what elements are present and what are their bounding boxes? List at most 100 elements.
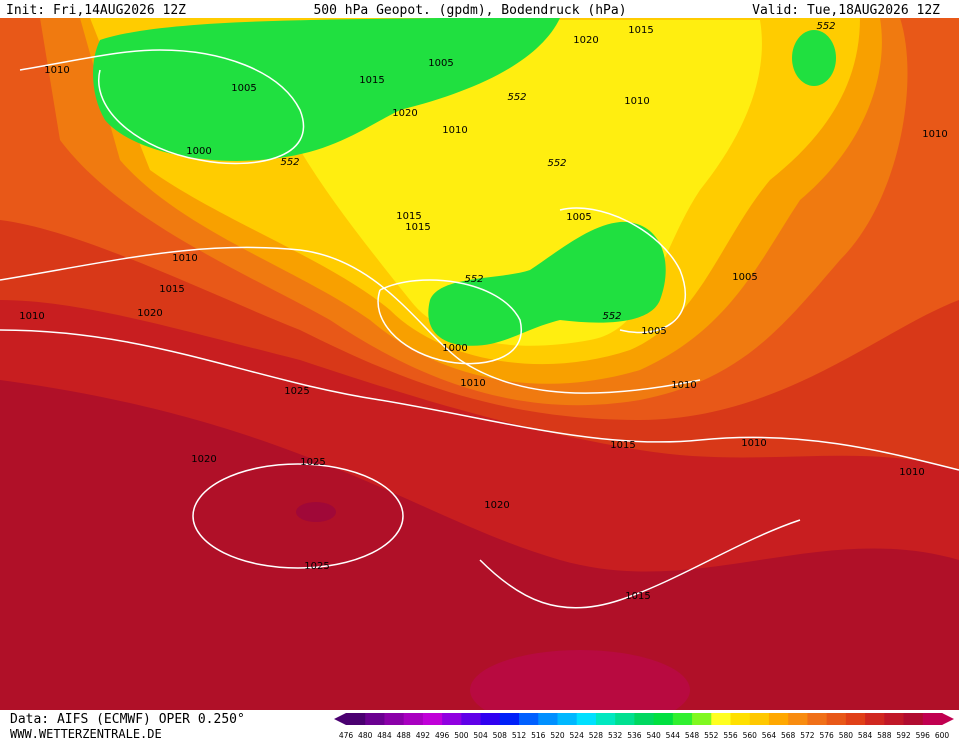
colorbar-label: 540 [646, 731, 661, 740]
colorbar-label: 592 [896, 731, 911, 740]
colorbar-label: 488 [397, 731, 412, 740]
isobar-label: 1015 [405, 222, 430, 233]
colorbar-label: 520 [550, 731, 565, 740]
isobar-label: 1020 [137, 308, 162, 319]
colorbar-label: 532 [608, 731, 623, 740]
colorbar-label: 568 [781, 731, 796, 740]
height-label: 552 [816, 21, 835, 32]
colorbar-label: 584 [858, 731, 873, 740]
header-bar [0, 0, 959, 18]
isobar-label: 1020 [484, 500, 509, 511]
colorbar-swatch [346, 713, 366, 725]
isobar-label: 1010 [172, 253, 197, 264]
colorbar-label: 480 [358, 731, 373, 740]
field [296, 502, 336, 522]
colorbar-swatch [422, 713, 443, 725]
height-label: 552 [547, 158, 566, 169]
colorbar-label: 588 [877, 731, 892, 740]
colorbar-label: 484 [377, 731, 392, 740]
isobar-label: 1010 [899, 467, 924, 478]
isobar [479, 519, 801, 609]
colorbar-label: 600 [935, 731, 950, 740]
colorbar-swatch [768, 713, 789, 725]
isobar-label: 1025 [304, 561, 329, 572]
colorbar-swatch [807, 713, 828, 725]
colorbar-swatch [461, 713, 482, 725]
colorbar-swatch [884, 713, 905, 725]
init-time: Init: Fri,14AUG2026 12Z [6, 3, 186, 18]
colorbar-swatch [557, 713, 578, 725]
isobar [19, 49, 305, 165]
height-label: 552 [280, 157, 299, 168]
colorbar-swatch [576, 713, 597, 725]
colorbar-label: 512 [512, 731, 527, 740]
colorbar-swatch [749, 713, 770, 725]
isobar-label: 1005 [566, 212, 591, 223]
map-title: 500 hPa Geopot. (gpdm), Bodendruck (hPa) [313, 3, 626, 18]
map-fields [0, 18, 959, 730]
isobar-label: 1020 [392, 108, 417, 119]
colorbar-swatch [384, 713, 405, 725]
isobar-label: 1025 [300, 457, 325, 468]
colorbar-label: 560 [743, 731, 758, 740]
colorbar-swatch [903, 713, 924, 725]
height-label: 552 [507, 92, 526, 103]
colorbar-swatch [692, 713, 712, 725]
isobar-label: 1015 [628, 25, 653, 36]
colorbar-label: 504 [473, 731, 488, 740]
isobar [559, 207, 687, 334]
isobar [192, 463, 404, 569]
isobar-label: 1010 [44, 65, 69, 76]
colorbar-swatch [365, 713, 385, 725]
isobar-label: 1005 [231, 83, 256, 94]
isobar-label: 1015 [396, 211, 421, 222]
colorbar-swatch [519, 713, 539, 725]
colorbar-label: 496 [435, 731, 450, 740]
contour-labels: 1010 1005 1000 1005 1015 1020 1015 1020 1010 1010… [19, 21, 947, 602]
isobar-label: 1015 [359, 75, 384, 86]
colorbar-label: 528 [589, 731, 604, 740]
site: WWW.WETTERZENTRALE.DE [10, 727, 162, 741]
colorbar-label: 544 [666, 731, 681, 740]
colorbar-label: 556 [723, 731, 738, 740]
isobar-label: 1020 [573, 35, 598, 46]
height-label: 552 [602, 311, 621, 322]
isobar [0, 246, 701, 394]
colorbar-swatch [480, 713, 501, 725]
isobar-label: 1010 [19, 311, 44, 322]
colorbar-label: 548 [685, 731, 700, 740]
isobar-label: 1005 [641, 326, 666, 337]
isobar-label: 1010 [671, 380, 696, 391]
colorbar-swatch [672, 713, 693, 725]
colorbar-label: 516 [531, 731, 546, 740]
isobar-label: 1025 [284, 386, 309, 397]
isobar-label: 1010 [460, 378, 485, 389]
colorbar-swatch [595, 713, 616, 725]
isobar-label: 1010 [624, 96, 649, 107]
colorbar-label: 500 [454, 731, 469, 740]
data-source: Data: AIFS (ECMWF) OPER 0.250° [10, 712, 245, 727]
colorbar-swatch [499, 713, 520, 725]
colorbar-end [334, 713, 346, 725]
colorbar-label: 476 [339, 731, 354, 740]
colorbar-swatch [845, 713, 866, 725]
isobar-label: 1000 [442, 343, 467, 354]
isobar-label: 1000 [186, 146, 211, 157]
colorbar-end [942, 713, 954, 725]
isobar-label: 1005 [732, 272, 757, 283]
colorbar-swatch [788, 713, 808, 725]
isobar-label: 1015 [610, 440, 635, 451]
field [93, 18, 561, 161]
colorbar-label: 508 [493, 731, 508, 740]
isobar-label: 1010 [922, 129, 947, 140]
colorbar-label: 492 [416, 731, 431, 740]
height-label: 552 [464, 274, 483, 285]
colorbar-label: 552 [704, 731, 719, 740]
colorbar-swatch [865, 713, 885, 725]
isobar-label: 1010 [741, 438, 766, 449]
colorbar-swatch [826, 713, 847, 725]
colorbar-label: 576 [819, 731, 834, 740]
colorbar-label: 536 [627, 731, 642, 740]
colorbar-label: 564 [762, 731, 777, 740]
colorbar-swatch [711, 713, 732, 725]
